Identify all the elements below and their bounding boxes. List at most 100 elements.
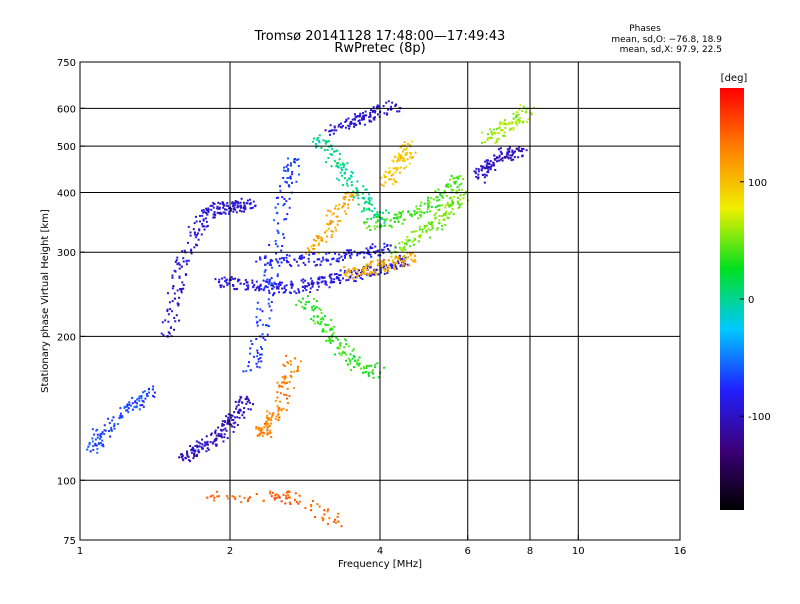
data-point bbox=[190, 451, 193, 454]
data-point bbox=[266, 262, 269, 265]
data-point bbox=[337, 125, 340, 128]
data-point bbox=[498, 154, 501, 157]
data-point bbox=[271, 287, 274, 290]
data-point bbox=[285, 165, 288, 168]
data-point bbox=[133, 406, 136, 409]
data-point bbox=[390, 255, 393, 258]
data-point bbox=[494, 168, 497, 171]
data-point bbox=[222, 423, 225, 426]
data-point bbox=[123, 406, 126, 409]
data-point bbox=[332, 257, 335, 260]
data-point bbox=[475, 167, 478, 170]
data-point bbox=[525, 149, 528, 152]
data-point bbox=[367, 274, 370, 277]
data-point bbox=[233, 416, 236, 419]
data-point bbox=[358, 356, 361, 359]
data-point bbox=[217, 212, 220, 215]
data-point bbox=[394, 167, 397, 170]
data-point bbox=[287, 496, 290, 499]
data-point bbox=[438, 208, 441, 211]
data-point bbox=[298, 500, 301, 503]
data-point bbox=[493, 158, 497, 161]
data-point bbox=[393, 268, 396, 271]
data-point bbox=[295, 303, 298, 306]
data-point bbox=[460, 188, 463, 191]
data-point bbox=[235, 407, 238, 410]
data-point bbox=[399, 215, 402, 218]
data-point bbox=[345, 182, 348, 185]
data-point bbox=[394, 245, 397, 248]
data-point bbox=[124, 409, 127, 412]
data-point bbox=[328, 251, 331, 254]
data-point bbox=[372, 216, 375, 219]
data-point bbox=[380, 271, 383, 274]
data-point bbox=[174, 260, 177, 263]
data-point bbox=[312, 282, 315, 285]
data-point bbox=[438, 214, 441, 217]
data-point bbox=[178, 267, 181, 270]
data-point bbox=[181, 454, 184, 457]
data-point bbox=[92, 445, 95, 448]
data-point bbox=[226, 204, 229, 207]
data-point bbox=[350, 181, 353, 184]
data-point bbox=[387, 211, 390, 214]
data-point bbox=[311, 140, 314, 143]
data-point bbox=[281, 381, 284, 384]
data-point bbox=[280, 257, 283, 260]
data-point bbox=[99, 432, 102, 436]
data-point bbox=[314, 142, 317, 145]
data-point bbox=[119, 414, 122, 417]
data-point bbox=[488, 162, 491, 165]
data-point bbox=[321, 280, 324, 283]
data-point bbox=[279, 392, 282, 395]
data-point bbox=[396, 160, 399, 163]
data-point bbox=[89, 450, 92, 453]
data-point bbox=[178, 456, 181, 459]
data-point bbox=[254, 288, 257, 291]
data-point bbox=[513, 151, 516, 154]
data-point bbox=[345, 168, 348, 171]
data-point bbox=[247, 399, 250, 402]
data-point bbox=[384, 220, 387, 223]
data-point bbox=[311, 252, 314, 255]
data-point bbox=[276, 391, 279, 394]
data-point bbox=[129, 404, 132, 407]
data-point bbox=[217, 432, 220, 435]
data-point bbox=[351, 118, 354, 121]
data-point bbox=[266, 281, 269, 284]
data-point bbox=[327, 140, 330, 143]
data-point bbox=[232, 430, 235, 433]
data-point bbox=[452, 181, 455, 184]
y-tick-label: 500 bbox=[57, 142, 76, 153]
data-point bbox=[373, 118, 376, 121]
data-point bbox=[228, 210, 231, 213]
data-point bbox=[374, 213, 377, 216]
data-point bbox=[203, 441, 206, 444]
data-point bbox=[234, 497, 237, 500]
data-point bbox=[282, 169, 285, 172]
data-point bbox=[344, 253, 347, 256]
data-point bbox=[369, 262, 372, 265]
data-point bbox=[276, 245, 279, 248]
data-point bbox=[258, 287, 261, 290]
data-point bbox=[338, 347, 341, 350]
data-point bbox=[343, 266, 346, 269]
data-point bbox=[390, 265, 393, 268]
data-point bbox=[412, 243, 415, 246]
data-point bbox=[397, 256, 400, 259]
data-point bbox=[270, 301, 273, 304]
data-point bbox=[220, 436, 223, 439]
data-point bbox=[380, 259, 383, 262]
data-point bbox=[484, 141, 487, 144]
data-point bbox=[496, 132, 499, 135]
data-point bbox=[339, 122, 342, 125]
data-point bbox=[506, 152, 509, 155]
data-point bbox=[387, 170, 390, 173]
data-point bbox=[440, 215, 443, 218]
data-point bbox=[377, 263, 380, 266]
data-point bbox=[356, 363, 359, 366]
data-point bbox=[500, 158, 503, 161]
data-point bbox=[162, 334, 165, 337]
data-point bbox=[390, 105, 393, 108]
data-point bbox=[277, 222, 280, 225]
